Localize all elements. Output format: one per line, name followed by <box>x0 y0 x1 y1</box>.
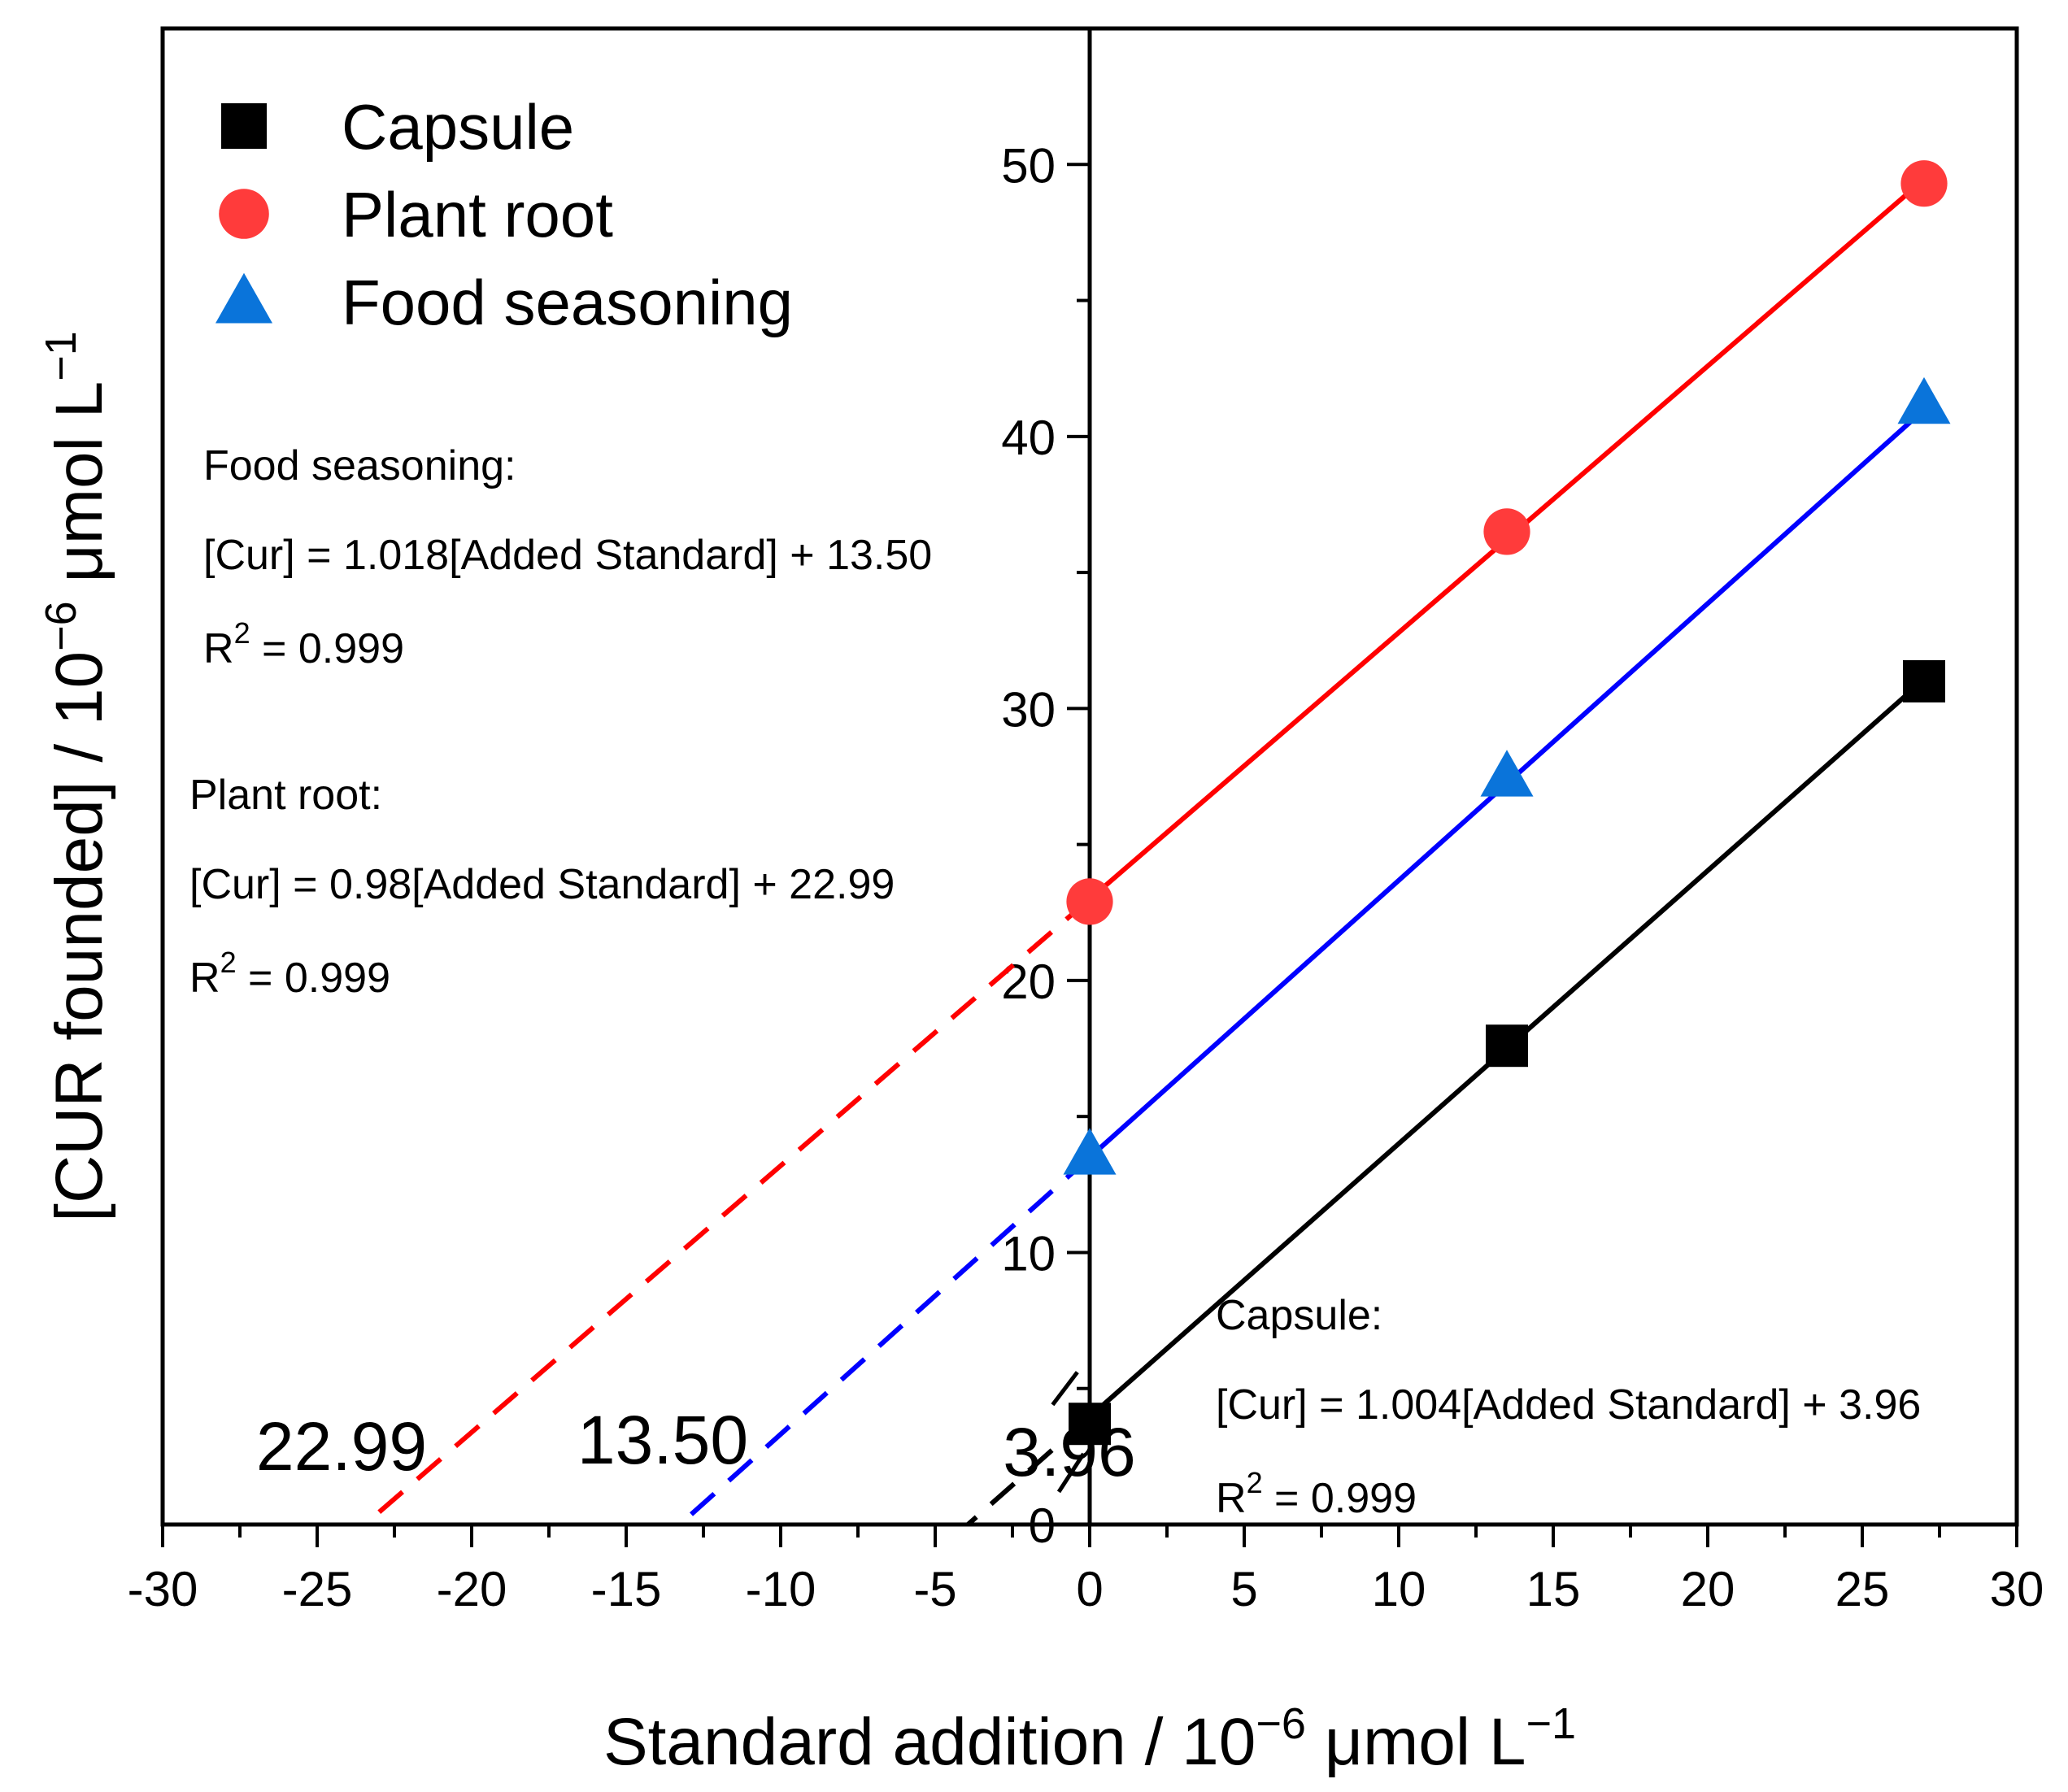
r2-value: = 0.999 <box>237 955 390 1002</box>
data-point-capsule <box>1903 660 1945 702</box>
standard-addition-chart: -30 -25 -20 -15 -10 -5 0 5 10 15 20 25 30 0 10 20 30 40 50… <box>0 0 2068 1792</box>
data-point-plant-root <box>1900 160 1947 207</box>
x-axis-title: Standard addition / 10−6 μmol L−1 <box>603 1699 1576 1779</box>
data-point-capsule <box>1486 1024 1528 1067</box>
y-axis-title-part: [CUR founded] / 10 <box>42 651 116 1222</box>
legend-label-capsule: Capsule <box>342 91 574 163</box>
data-point-food-seasoning <box>1064 1128 1117 1174</box>
x-tick-label: 10 <box>1372 1562 1426 1616</box>
r2-letter: R <box>203 625 234 672</box>
r2-superscript: 2 <box>1247 1466 1263 1499</box>
x-tick-label: 30 <box>1990 1562 2044 1616</box>
x-axis-title-superscript: −1 <box>1526 1699 1576 1748</box>
y-tick-label: 50 <box>1001 138 1056 193</box>
series-plant-root: 22.99 Plant root: [Cur] = 0.98[Added Stand… <box>189 160 1948 1525</box>
y-axis-title-group: [CUR founded] / 10−6 μmol L−1 <box>37 331 116 1222</box>
x-tick-label: -5 <box>913 1562 956 1616</box>
data-point-plant-root <box>1066 878 1112 924</box>
y-axis-title-superscript: −1 <box>37 331 85 381</box>
equation-formula-capsule: [Cur] = 1.004[Added Standard] + 3.96 <box>1216 1381 1921 1429</box>
equation-r2-plant-root: R2 = 0.999 <box>189 946 390 1002</box>
data-point-food-seasoning <box>1898 377 1951 424</box>
equation-formula-food-seasoning: [Cur] = 1.018[Added Standard] + 13.50 <box>203 532 932 579</box>
x-tick-label: -30 <box>128 1562 198 1616</box>
legend: Capsule Plant root Food seasoning <box>216 91 793 338</box>
y-axis-title-part: μmol L <box>42 381 116 602</box>
x-tick-label: 0 <box>1076 1562 1103 1616</box>
y-tick-label: 10 <box>1001 1226 1056 1281</box>
r2-superscript: 2 <box>220 946 237 979</box>
x-tick-label: -10 <box>746 1562 816 1616</box>
series-food-seasoning: 13.50 Food seasoning: [Cur] = 1.018[Added … <box>203 377 1951 1525</box>
legend-label-food-seasoning: Food seasoning <box>342 267 793 338</box>
equation-title-food-seasoning: Food seasoning: <box>203 442 516 489</box>
r2-value: = 0.999 <box>1263 1475 1417 1522</box>
x-tick-label: -20 <box>437 1562 507 1616</box>
legend-marker-plant-root <box>219 189 269 239</box>
r2-superscript: 2 <box>234 616 250 650</box>
x-tick-label: 15 <box>1526 1562 1581 1616</box>
x-tick-label: -25 <box>282 1562 353 1616</box>
x-axis-title-part: Standard addition / 10 <box>603 1705 1256 1779</box>
y-axis-title-superscript: −6 <box>37 601 85 651</box>
intercept-label-plant-root: 22.99 <box>256 1408 427 1485</box>
y-tick-label: 40 <box>1001 411 1056 465</box>
y-tick-label: 20 <box>1001 955 1056 1009</box>
data-point-plant-root <box>1483 508 1530 555</box>
equation-r2-capsule: R2 = 0.999 <box>1216 1466 1417 1522</box>
x-tick-label: 20 <box>1681 1562 1735 1616</box>
y-axis-title: [CUR founded] / 10−6 μmol L−1 <box>37 331 116 1222</box>
data-point-food-seasoning <box>1481 750 1534 796</box>
r2-letter: R <box>1216 1475 1247 1522</box>
equation-title-capsule: Capsule: <box>1216 1292 1382 1339</box>
x-tick-label: 25 <box>1835 1562 1890 1616</box>
x-tick-label: -15 <box>591 1562 662 1616</box>
equation-formula-plant-root: [Cur] = 0.98[Added Standard] + 22.99 <box>189 861 895 908</box>
y-tick-label: 0 <box>1029 1498 1056 1553</box>
legend-marker-food-seasoning <box>216 273 272 324</box>
r2-letter: R <box>189 955 220 1002</box>
intercept-label-food-seasoning: 13.50 <box>577 1402 748 1478</box>
equation-title-plant-root: Plant root: <box>189 772 382 819</box>
x-tick-label: 5 <box>1230 1562 1257 1616</box>
origin-tick-mark <box>1052 1372 1077 1405</box>
x-axis-title-superscript: −6 <box>1256 1699 1306 1748</box>
equation-r2-food-seasoning: R2 = 0.999 <box>203 616 404 672</box>
r2-value: = 0.999 <box>250 625 404 672</box>
legend-label-plant-root: Plant root <box>342 179 613 250</box>
y-tick-label: 30 <box>1001 682 1056 737</box>
x-axis-title-part: μmol L <box>1306 1705 1526 1779</box>
legend-marker-capsule <box>221 103 267 149</box>
